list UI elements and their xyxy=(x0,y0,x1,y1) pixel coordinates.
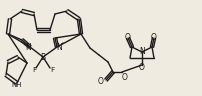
Text: F: F xyxy=(50,67,54,73)
Text: •: • xyxy=(60,41,64,46)
Text: O: O xyxy=(122,72,128,82)
Text: O: O xyxy=(151,34,157,43)
Text: O: O xyxy=(98,77,104,86)
Text: F: F xyxy=(32,67,36,73)
Text: N: N xyxy=(139,48,145,57)
Text: O: O xyxy=(139,63,145,72)
Text: B: B xyxy=(40,53,46,62)
Text: O: O xyxy=(125,34,131,43)
Text: NH: NH xyxy=(12,82,22,88)
Text: N: N xyxy=(25,43,31,51)
Text: N: N xyxy=(56,43,62,51)
